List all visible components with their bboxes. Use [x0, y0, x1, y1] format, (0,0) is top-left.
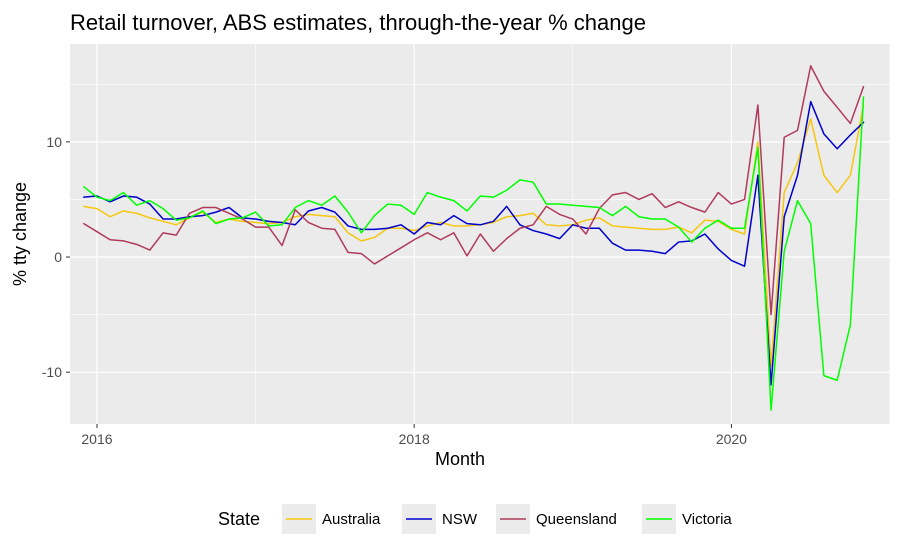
x-tick-label: 2020 — [716, 431, 747, 447]
y-tick-label: -10 — [42, 364, 62, 380]
y-axis: -10 0 10 — [42, 134, 70, 380]
series-line-victoria — [83, 96, 865, 411]
y-axis-title: % tty change — [10, 182, 30, 286]
x-axis: 2016 2018 2020 — [81, 424, 747, 447]
chart-title: Retail turnover, ABS estimates, through-… — [70, 10, 646, 35]
x-tick-label: 2016 — [81, 431, 112, 447]
legend-label-nsw: NSW — [442, 511, 478, 528]
series-line-queensland — [83, 65, 865, 316]
legend: State Australia NSW Queensland Victoria — [218, 504, 732, 534]
series-line-nsw — [83, 100, 865, 386]
legend-label-queensland: Queensland — [536, 511, 617, 528]
series-lines — [83, 65, 865, 411]
legend-label-victoria: Victoria — [682, 511, 732, 528]
x-axis-title: Month — [435, 449, 485, 469]
x-tick-label: 2018 — [399, 431, 430, 447]
y-tick-label: 10 — [46, 134, 62, 150]
legend-label-australia: Australia — [322, 511, 381, 528]
y-tick-label: 0 — [54, 249, 62, 265]
minor-gridlines — [70, 44, 891, 424]
legend-title: State — [218, 509, 260, 529]
